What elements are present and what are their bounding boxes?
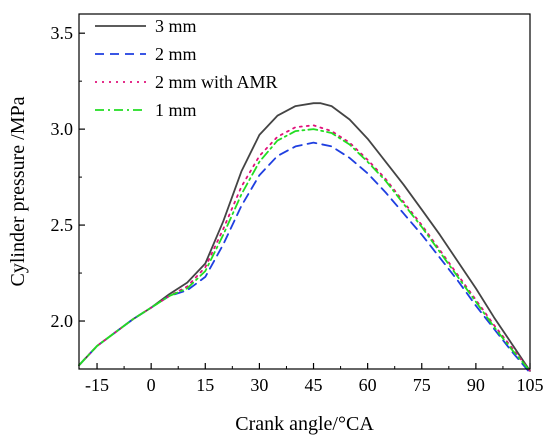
legend-label: 1 mm [155, 100, 197, 120]
x-axis-label: Crank angle/°CA [235, 413, 374, 435]
series-line-0 [78, 102, 531, 372]
y-axis-label: Cylinder pressure /MPa [7, 96, 29, 286]
y-tick-label: 3.0 [51, 119, 74, 139]
plot-frame [78, 13, 531, 370]
y-tick-label: 3.5 [51, 23, 74, 43]
series-line-2 [78, 124, 531, 372]
x-tick-label: 60 [359, 375, 377, 395]
legend-label: 3 mm [155, 16, 197, 36]
y-tick-label: 2.0 [51, 311, 74, 331]
x-tick-label: 45 [305, 375, 323, 395]
legend-label: 2 mm [155, 44, 197, 64]
legend: 3 mm 2 mm 2 mm with AMR 1 mm [95, 16, 278, 120]
x-tick-label: 105 [517, 375, 544, 395]
legend-label: 2 mm with AMR [155, 72, 278, 92]
x-tick-label: -15 [85, 375, 109, 395]
series-line-3 [78, 128, 531, 372]
y-axis-ticks: 2.0 2.5 3.0 3.5 [51, 23, 85, 370]
x-tick-label: 30 [250, 375, 268, 395]
x-tick-label: 0 [147, 375, 156, 395]
series-line-1 [78, 141, 531, 374]
x-tick-label: 90 [467, 375, 485, 395]
plot-lines [78, 102, 531, 374]
x-axis-ticks: -15 0 15 30 45 60 75 90 105 [85, 363, 544, 395]
y-tick-label: 2.5 [51, 215, 74, 235]
x-tick-label: 75 [413, 375, 431, 395]
x-tick-label: 15 [196, 375, 214, 395]
